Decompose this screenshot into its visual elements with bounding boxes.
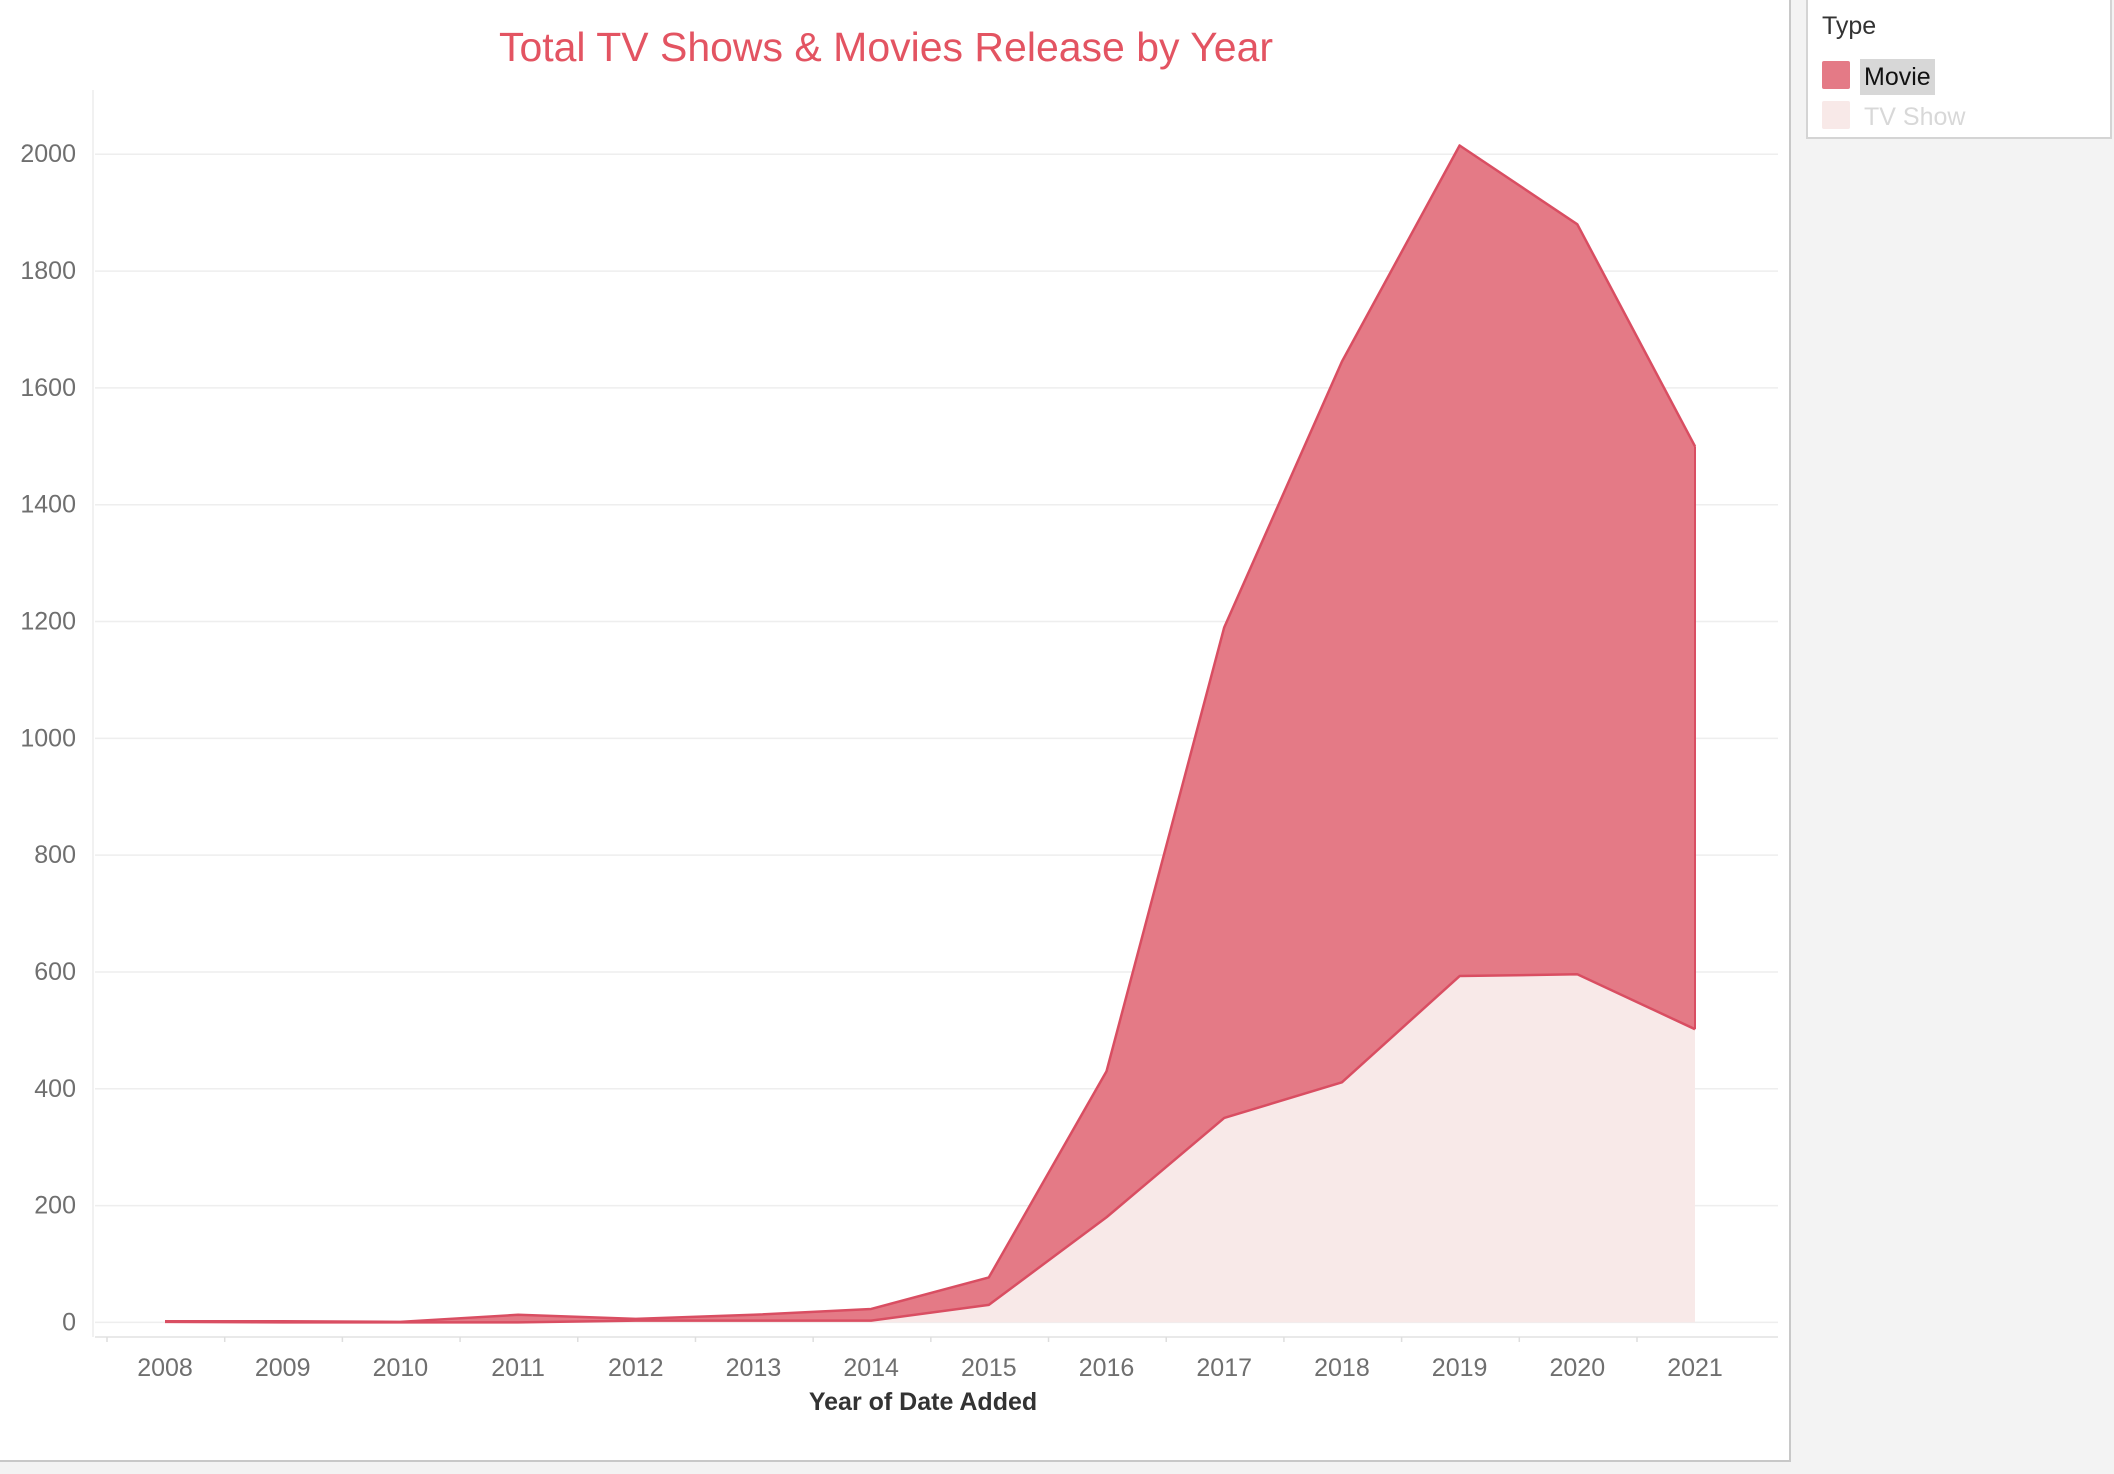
x-tick-label: 2017: [1196, 1354, 1252, 1382]
legend-item-tv-show[interactable]: TV Show: [1818, 97, 2098, 135]
axis-labels: 0 200 400 600 800 1000 1200 1400 1600 1800 2000 200…: [20, 140, 1722, 1382]
x-tick-label: 2020: [1549, 1354, 1605, 1382]
x-axis-title: Year of Date Added: [809, 1388, 1037, 1416]
y-tick-label: 1000: [20, 724, 76, 752]
y-tick-label: 800: [34, 841, 76, 869]
axes: [92, 90, 1778, 1342]
movie-top-line: [165, 144, 1697, 1324]
y-tick-label: 1600: [20, 374, 76, 402]
y-tick-label: 1200: [20, 608, 76, 636]
y-tick-label: 2000: [20, 140, 76, 168]
x-tick-label: 2018: [1314, 1354, 1370, 1382]
x-tick-label: 2015: [961, 1354, 1017, 1382]
tv-show-boundary-line: [164, 973, 1696, 1324]
x-tick-label: 2012: [608, 1354, 664, 1382]
legend-title: Type: [1822, 12, 1877, 40]
area-series: [164, 144, 1697, 1324]
x-tick-label: 2008: [137, 1354, 193, 1382]
tv-show-color-swatch: [1822, 101, 1850, 129]
x-tick-label: 2011: [491, 1354, 545, 1382]
y-tick-label: 400: [34, 1075, 76, 1103]
x-tick-label: 2014: [843, 1354, 899, 1382]
x-tick-label: 2021: [1667, 1354, 1723, 1382]
x-tick-label: 2019: [1432, 1354, 1488, 1382]
x-tick-label: 2013: [726, 1354, 782, 1382]
legend-label-movie: Movie: [1860, 59, 1935, 95]
x-tick-label: 2009: [255, 1354, 311, 1382]
y-tick-label: 0: [62, 1308, 76, 1336]
y-tick-label: 600: [34, 958, 76, 986]
y-tick-label: 1400: [20, 491, 76, 519]
x-tick-label: 2010: [373, 1354, 429, 1382]
chart-title: Total TV Shows & Movies Release by Year: [499, 24, 1273, 70]
y-tick-label: 200: [34, 1192, 76, 1220]
movie-area: [165, 145, 1695, 1323]
stacked-area-chart: Total TV Shows & Movies Release by Year …: [20, 24, 1778, 1416]
y-tick-label: 1800: [20, 257, 76, 285]
x-tick-label: 2016: [1079, 1354, 1135, 1382]
movie-color-swatch: [1822, 61, 1850, 89]
tv-show-area: [165, 974, 1695, 1323]
chart-panel: Total TV Shows & Movies Release by Year …: [0, 0, 1791, 1462]
legend-item-movie[interactable]: Movie: [1818, 57, 2098, 95]
legend-label-tv-show: TV Show: [1864, 103, 1966, 131]
legend-panel: Type Movie TV Show: [1806, 0, 2112, 139]
